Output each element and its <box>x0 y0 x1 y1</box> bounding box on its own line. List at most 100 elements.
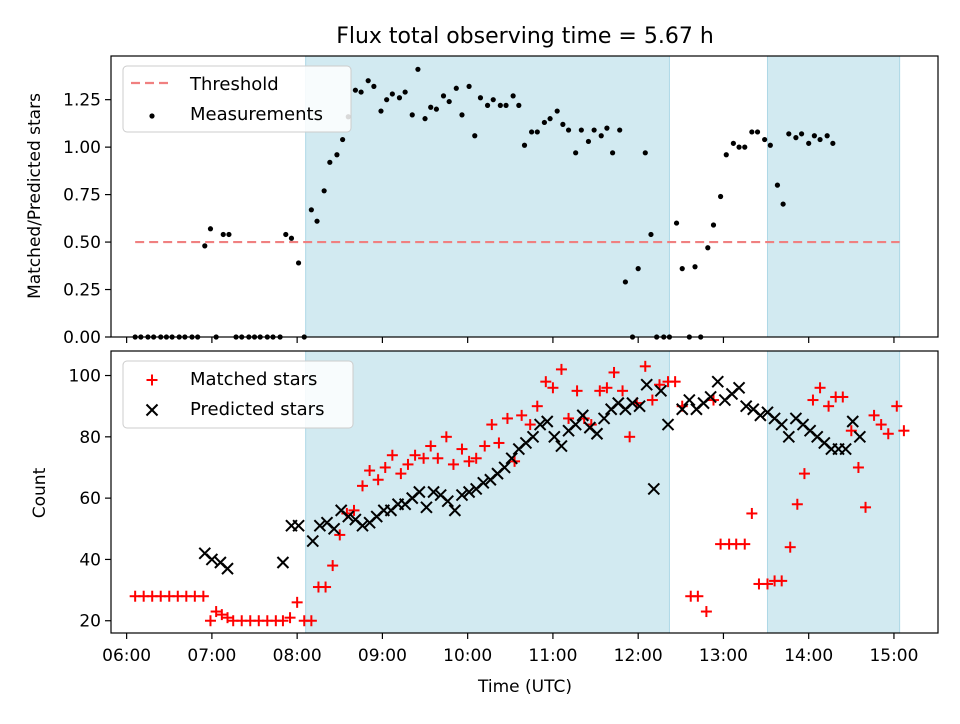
y-tick-label: 40 <box>79 550 101 570</box>
predicted-star-point <box>626 396 639 410</box>
measurement-point <box>692 264 698 270</box>
matched-star-point <box>624 431 636 443</box>
matched-star-point <box>761 578 773 590</box>
legend-measurement-label: Measurements <box>190 104 323 125</box>
matched-star-point <box>357 480 369 492</box>
predicted-star-point-b <box>198 547 211 560</box>
measurement-point <box>609 150 616 156</box>
y-tick-label: 20 <box>79 612 101 632</box>
matched-star-point <box>305 615 317 627</box>
matched-star-point <box>547 382 559 394</box>
predicted-star-point-b <box>839 442 852 456</box>
matched-star-point <box>852 461 864 473</box>
matched-star-point <box>669 376 681 388</box>
predicted-star-point-b <box>306 534 319 548</box>
predicted-star-point-b <box>597 412 611 425</box>
y-tick-label: 100 <box>69 367 101 387</box>
measurement-point <box>565 127 572 133</box>
matched-star-point <box>470 452 482 464</box>
measurement-point <box>762 136 768 143</box>
matched-star-point <box>739 538 751 550</box>
matched-star-point <box>320 581 332 593</box>
measurement-point <box>503 102 509 108</box>
predicted-star-point <box>839 442 852 456</box>
measurement-point <box>798 131 805 137</box>
measurement-point <box>516 102 522 108</box>
matched-star-point <box>432 452 444 464</box>
x-tick-label: 12:00 <box>614 646 663 666</box>
matched-star-point <box>608 366 620 378</box>
matched-star-point <box>891 400 903 412</box>
bottom-shaded-intervals <box>305 350 901 634</box>
predicted-star-point-b <box>526 430 540 444</box>
y-tick-label: 0.75 <box>63 186 101 206</box>
measurement-point <box>402 89 408 95</box>
predicted-star-point <box>548 430 561 444</box>
measurement-point <box>288 235 295 241</box>
matched-star-point <box>402 458 414 470</box>
matched-star-point <box>555 363 567 375</box>
matched-star-point <box>617 385 629 397</box>
predicted-star-point <box>732 381 746 394</box>
predicted-star-point <box>221 562 234 575</box>
predicted-star-point <box>775 418 788 431</box>
predicted-star-point <box>846 415 859 428</box>
measurement-point <box>723 152 729 158</box>
predicted-star-point <box>739 399 753 413</box>
measurement-point <box>635 266 641 272</box>
shaded-interval <box>305 55 670 338</box>
predicted-star-point-b <box>205 553 219 566</box>
measurement-point <box>604 125 610 131</box>
measurement-point <box>554 108 560 114</box>
predicted-star-point <box>505 452 518 465</box>
measurement-point <box>598 133 604 139</box>
measurement-point <box>673 220 680 226</box>
bottom-x-ticks: 06:00 07:00 08:00 09:00 10:00 11:00 12:00 13:00… <box>102 633 918 666</box>
predicted-star-point-b <box>441 494 454 508</box>
matched-star-point <box>601 382 613 394</box>
predicted-star-point <box>633 399 646 413</box>
matched-star-point <box>898 425 910 437</box>
predicted-star-point-b <box>803 424 817 437</box>
predicted-star-point <box>647 482 661 496</box>
measurement-point <box>283 231 289 238</box>
matched-star-point <box>814 382 826 394</box>
measurement-point <box>295 260 302 266</box>
matched-star-point <box>440 431 452 443</box>
predicted-star-point <box>327 522 341 535</box>
measurement-point <box>490 97 496 103</box>
predicted-star-point <box>569 418 582 431</box>
matched-star-point <box>807 394 819 406</box>
predicted-star-point <box>590 427 604 440</box>
predicted-star-point-b <box>704 390 717 404</box>
predicted-star-point-b <box>477 476 490 490</box>
matched-star-point <box>776 575 788 587</box>
matched-star-point <box>486 419 498 431</box>
measurement-point <box>308 207 314 213</box>
predicted-star-point <box>754 409 767 422</box>
predicted-star-point-b <box>576 409 589 422</box>
predicted-star-point-b <box>334 504 348 517</box>
legend-matched-marker <box>146 374 158 386</box>
predicted-star-point-b <box>775 418 788 431</box>
predicted-star-point <box>683 393 696 407</box>
top-y-axis-label: Matched/Predicted stars <box>25 93 45 299</box>
measurement-point <box>340 136 346 143</box>
measurement-point <box>327 159 333 165</box>
x-tick-label: 06:00 <box>102 646 151 666</box>
measurement-point <box>433 106 440 112</box>
measurement-point <box>358 89 364 95</box>
measurement-point <box>830 140 836 146</box>
measurement-point <box>710 222 717 228</box>
predicted-star-point <box>306 534 319 548</box>
predicted-star-point-b <box>711 375 724 388</box>
matched-star-point <box>364 465 376 477</box>
matched-star-point <box>379 461 391 473</box>
measurement-point <box>396 95 403 101</box>
legend-threshold-label: Threshold <box>189 74 279 95</box>
predicted-star-point-b <box>633 399 646 413</box>
predicted-star-point-b <box>853 430 867 444</box>
measurement-point <box>477 95 484 101</box>
predicted-star-point-b <box>818 436 831 450</box>
top-legend-box <box>122 65 352 133</box>
